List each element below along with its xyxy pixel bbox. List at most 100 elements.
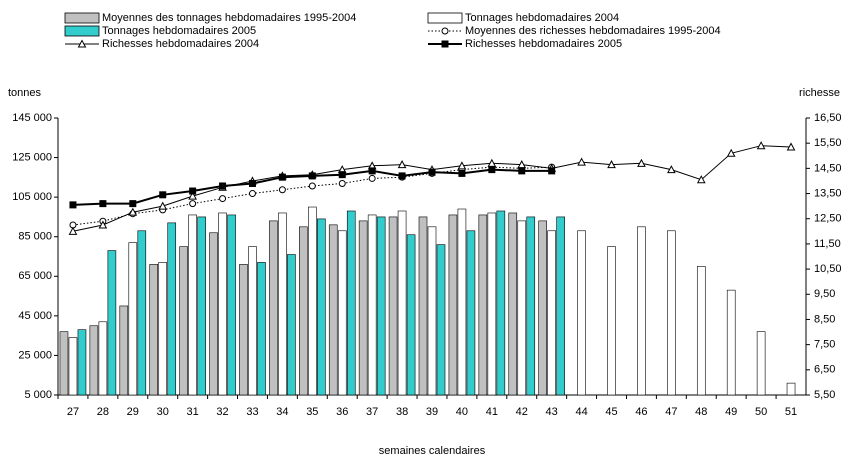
legend-label: Tonnages hebdomadaires 2004 [465, 12, 619, 24]
point [397, 160, 407, 169]
bar [756, 331, 766, 396]
x-tick-label: 39 [426, 406, 438, 418]
bar [239, 264, 248, 396]
y2-tick-label: 14,50 [814, 162, 842, 174]
bar [137, 230, 147, 396]
bar [397, 210, 407, 396]
point [248, 190, 256, 198]
y2-tick-label: 6,50 [814, 364, 835, 376]
x-tick-label: 37 [366, 406, 378, 418]
bar [637, 226, 646, 396]
point [667, 165, 676, 174]
point [159, 191, 167, 199]
point [308, 172, 316, 180]
bar [248, 246, 257, 396]
bar [406, 234, 416, 396]
x-tick-label: 31 [187, 406, 199, 418]
point [189, 187, 197, 195]
bar [68, 337, 78, 396]
legend-label: Tonnages hebdomadaires 2005 [102, 25, 256, 37]
bar [577, 230, 586, 396]
bar [227, 214, 236, 396]
bar [508, 212, 518, 396]
point [188, 191, 197, 200]
bar [149, 264, 159, 396]
bar [418, 216, 428, 396]
point [128, 207, 138, 216]
bar [328, 224, 338, 396]
point [786, 142, 796, 151]
point [458, 169, 466, 177]
x-axis-title: semaines calendaires [379, 445, 486, 457]
point [189, 200, 197, 208]
point [548, 167, 556, 175]
x-tick-label: 50 [755, 406, 767, 418]
bar [427, 226, 437, 396]
point [577, 157, 586, 166]
bar [128, 242, 138, 396]
bar [367, 214, 377, 396]
point [338, 179, 346, 187]
bar [188, 214, 197, 396]
bar [107, 250, 117, 396]
legend-swatch [427, 12, 463, 24]
x-tick-label: 44 [575, 406, 587, 418]
y-tick-label: 105 000 [12, 191, 52, 203]
bar [388, 216, 398, 396]
point [278, 186, 286, 194]
y-tick-label: 25 000 [18, 349, 52, 361]
point [338, 171, 346, 179]
y2-tick-label: 10,50 [814, 263, 842, 275]
point [308, 182, 316, 190]
point [129, 200, 137, 208]
bar [209, 232, 218, 396]
point [637, 158, 646, 167]
x-tick-label: 51 [785, 406, 797, 418]
x-tick-label: 30 [157, 406, 169, 418]
y-axis-title: tonnes [8, 87, 42, 99]
x-tick-label: 29 [127, 406, 139, 418]
x-tick-label: 36 [336, 406, 348, 418]
point [99, 200, 107, 208]
legend-marker [77, 39, 87, 48]
point [98, 220, 108, 229]
bar [218, 212, 227, 396]
legend-label: Moyennes des richesses hebdomadaires 199… [465, 25, 721, 37]
x-tick-label: 33 [246, 406, 258, 418]
y-tick-label: 85 000 [18, 231, 52, 243]
bar [478, 214, 488, 396]
y-tick-label: 145 000 [12, 112, 52, 124]
point [756, 141, 766, 150]
bar [269, 220, 278, 396]
bar [496, 210, 506, 396]
point [726, 148, 736, 157]
x-tick-label: 46 [635, 406, 647, 418]
point [219, 195, 227, 203]
point [607, 160, 616, 169]
point [518, 167, 526, 175]
legend-marker [441, 40, 449, 48]
bar [337, 230, 347, 396]
bar [89, 325, 99, 396]
bar [98, 321, 108, 396]
bar [726, 289, 736, 396]
bar [346, 210, 356, 396]
point [368, 174, 376, 182]
bar [607, 246, 616, 396]
point [219, 182, 227, 190]
bar [556, 216, 565, 396]
y2-tick-label: 12,50 [814, 213, 842, 225]
y2-tick-label: 9,50 [814, 288, 835, 300]
bar [119, 305, 129, 396]
bar [77, 329, 87, 396]
point [398, 172, 406, 180]
bar [487, 212, 497, 396]
y2-tick-label: 7,50 [814, 339, 835, 351]
x-tick-label: 27 [67, 406, 79, 418]
y2-axis-title: richesse [799, 87, 840, 99]
legend-marker [441, 27, 449, 35]
point [428, 168, 436, 176]
bar [448, 214, 458, 396]
x-tick-label: 32 [216, 406, 228, 418]
